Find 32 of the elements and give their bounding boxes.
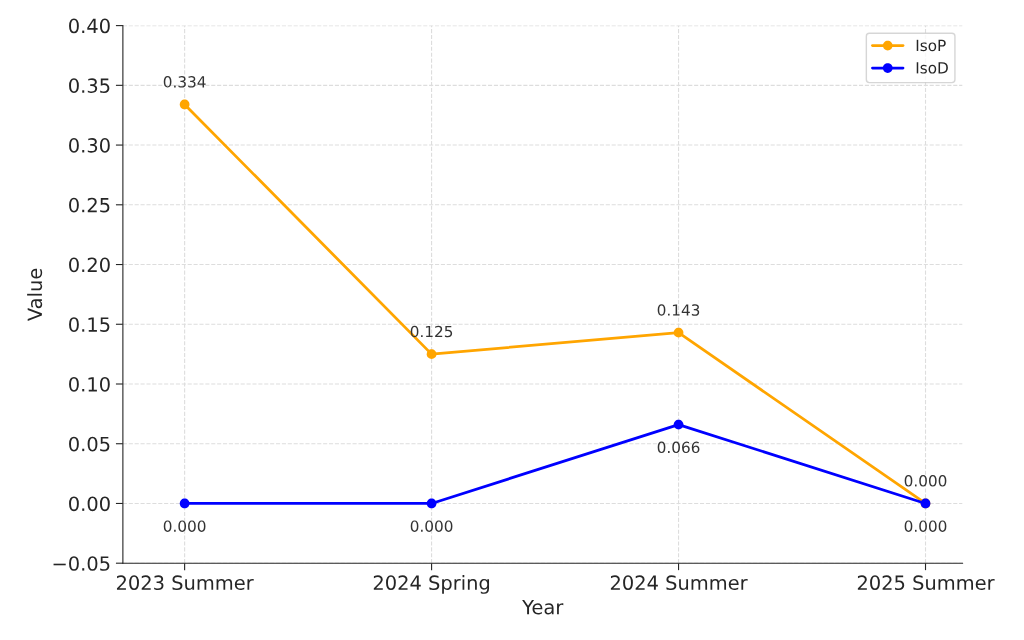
legend-label: IsoD [916, 62, 948, 74]
data-label: 0.000 [410, 520, 453, 532]
x-axis-title: Year [522, 599, 564, 615]
y-tick-label: 0.40 [69, 18, 110, 34]
y-tick-label: 0.30 [69, 138, 110, 153]
y-tick-label: −0.05 [53, 556, 110, 571]
legend-label: IsoP [916, 39, 946, 52]
data-label: 0.143 [657, 304, 700, 316]
point [426, 349, 437, 359]
point [179, 99, 190, 110]
y-tick-label: 0.15 [69, 317, 110, 332]
data-label: 0.000 [904, 475, 947, 487]
point [673, 419, 684, 430]
data-label: 0.066 [657, 441, 700, 454]
x-tick-label: 2024 Spring [373, 575, 490, 594]
data-label: 0.334 [163, 76, 206, 88]
y-tick-label: 0.00 [69, 496, 110, 512]
y-tick-label: 0.05 [69, 436, 110, 452]
y-tick-label: 0.10 [69, 376, 110, 392]
y-tick-label: 0.35 [69, 78, 110, 93]
x-tick-label: 2023 Summer [116, 575, 254, 591]
y-tick-label: 0.25 [69, 197, 110, 213]
y-tick-label: 0.20 [69, 257, 110, 273]
data-label: 0.125 [410, 325, 453, 338]
point [673, 327, 684, 338]
x-tick-label: 2024 Summer [610, 575, 748, 591]
point [426, 498, 437, 509]
data-label: 0.000 [163, 520, 206, 532]
data-label: 0.000 [904, 520, 947, 532]
x-tick-label: 2025 Summer [857, 575, 995, 591]
point [179, 498, 190, 509]
y-axis-title: Value [27, 268, 43, 321]
